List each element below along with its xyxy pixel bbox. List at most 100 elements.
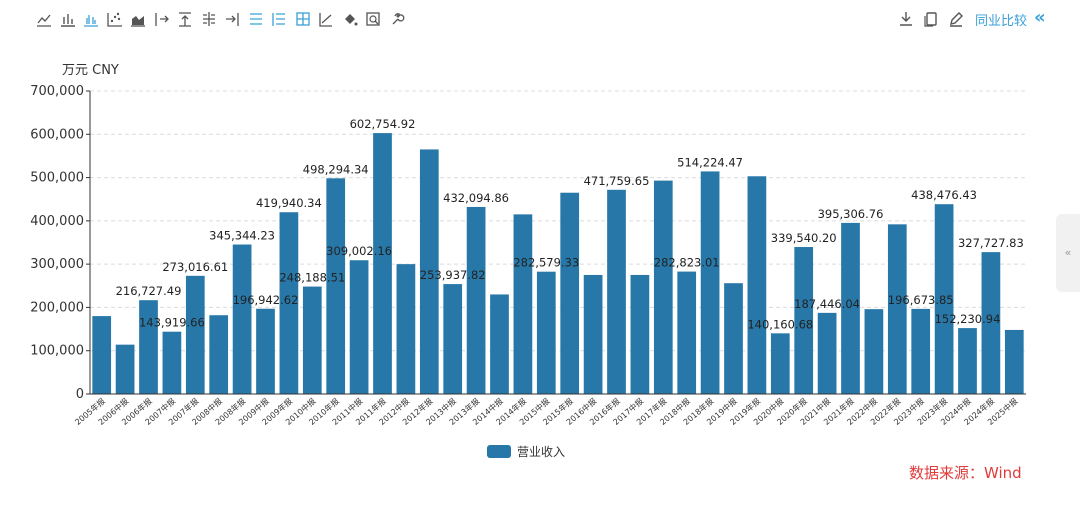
bar[interactable] — [817, 312, 837, 394]
bar[interactable] — [958, 328, 977, 394]
bar[interactable] — [911, 308, 931, 394]
bar-data-label: 196,673.85 — [888, 293, 954, 307]
side-expand-tab[interactable]: « — [1056, 214, 1080, 292]
bar[interactable] — [232, 244, 252, 394]
bar[interactable] — [373, 133, 392, 394]
grouped-bar-chart-icon[interactable] — [81, 9, 101, 29]
copy-icon[interactable] — [921, 9, 941, 29]
bar-data-label: 248,188.51 — [279, 271, 345, 285]
align-top-icon[interactable] — [175, 9, 195, 29]
scatter-chart-icon[interactable] — [105, 9, 125, 29]
indent-list-icon[interactable] — [269, 9, 289, 29]
bar[interactable] — [419, 149, 439, 394]
align-right-icon[interactable] — [222, 9, 242, 29]
bar[interactable] — [770, 333, 790, 394]
bar-chart-icon[interactable] — [58, 9, 78, 29]
bar[interactable] — [583, 274, 603, 394]
bar[interactable] — [513, 214, 533, 394]
bar[interactable] — [864, 309, 884, 394]
bar[interactable] — [536, 271, 556, 394]
y-tick-label: 500,000 — [30, 171, 84, 186]
edit-icon[interactable] — [946, 9, 966, 29]
area-chart-icon[interactable] — [128, 9, 148, 29]
bar[interactable] — [326, 178, 346, 394]
y-tick-label: 400,000 — [30, 214, 84, 229]
bar[interactable] — [115, 344, 135, 394]
bar[interactable] — [92, 316, 112, 394]
data-source-note: 数据来源：Wind — [909, 464, 1022, 482]
bar[interactable] — [466, 206, 486, 394]
bar[interactable] — [653, 180, 673, 394]
legend-swatch — [487, 445, 511, 458]
bar[interactable] — [256, 308, 275, 394]
y-tick-label: 0 — [76, 387, 84, 402]
bar[interactable] — [887, 224, 907, 394]
bar-data-label: 253,937.82 — [420, 268, 486, 282]
bar-data-label: 152,230.94 — [935, 312, 1001, 326]
bar[interactable] — [209, 315, 229, 394]
bar[interactable] — [794, 247, 814, 394]
grid-table-icon[interactable] — [293, 9, 313, 29]
bar[interactable] — [841, 222, 860, 394]
bar[interactable] — [396, 264, 416, 394]
bar[interactable] — [747, 176, 767, 394]
bar-data-label: 498,294.34 — [303, 162, 369, 176]
bar-data-label: 143,919.66 — [139, 316, 205, 330]
y-unit-label: 万元 CNY — [62, 63, 119, 78]
trend-line-icon[interactable] — [316, 9, 336, 29]
line-chart-icon[interactable] — [34, 9, 54, 29]
bar[interactable] — [607, 189, 626, 394]
side-tab-glyph: « — [1064, 246, 1072, 259]
bar-data-label: 140,160.68 — [747, 317, 813, 331]
bar[interactable] — [490, 294, 509, 394]
zoom-icon[interactable] — [363, 9, 383, 29]
bar[interactable] — [349, 260, 369, 394]
bar[interactable] — [677, 271, 697, 394]
bar-data-label: 339,540.20 — [771, 231, 837, 245]
bar-data-label: 196,942.62 — [233, 293, 299, 307]
bar[interactable] — [139, 300, 158, 394]
legend-label: 营业收入 — [517, 445, 566, 459]
bar-data-label: 395,306.76 — [818, 207, 884, 221]
bar-data-label: 273,016.61 — [162, 260, 228, 274]
paint-bucket-icon[interactable] — [340, 9, 360, 29]
legend-item-revenue[interactable]: 营业收入 — [487, 443, 565, 460]
bar-data-label: 432,094.86 — [443, 191, 509, 205]
list-icon[interactable] — [246, 9, 266, 29]
download-icon[interactable] — [896, 9, 916, 29]
bar-data-label: 419,940.34 — [256, 196, 322, 210]
bar[interactable] — [934, 204, 954, 394]
bar[interactable] — [185, 275, 205, 394]
bar-data-label: 471,759.65 — [584, 174, 650, 188]
bar-data-label: 345,344.23 — [209, 229, 275, 243]
axis-split-icon[interactable] — [199, 9, 219, 29]
bar[interactable] — [560, 192, 580, 394]
y-tick-label: 200,000 — [30, 300, 84, 315]
bar[interactable] — [302, 286, 322, 394]
bar-data-label: 216,727.49 — [116, 284, 182, 298]
peer-compare-button[interactable]: 同业比较 — [975, 14, 1028, 29]
bar[interactable] — [981, 252, 1001, 394]
revenue-bar-chart: 万元 CNY 0 100,000 200,000 300,000 400,000 500,0… — [30, 63, 1026, 427]
bar-data-label: 438,476.43 — [911, 188, 977, 202]
bar[interactable] — [443, 284, 463, 394]
bar-data-label: 514,224.47 — [677, 155, 743, 169]
settings-wrench-icon[interactable] — [387, 9, 407, 29]
collapse-panel-icon[interactable]: « — [1034, 7, 1046, 28]
y-tick-label: 700,000 — [30, 84, 84, 99]
y-tick-label: 100,000 — [30, 344, 84, 359]
y-tick-label: 300,000 — [30, 257, 84, 272]
bar[interactable] — [162, 331, 182, 394]
bar[interactable] — [279, 212, 299, 394]
bar[interactable] — [630, 274, 650, 394]
bar[interactable] — [700, 171, 720, 394]
bar-data-label: 327,727.83 — [958, 236, 1024, 250]
bar-data-label: 282,579.33 — [513, 256, 579, 270]
chart-toolbar: 同业比较 « — [0, 0, 1080, 36]
bar[interactable] — [724, 283, 743, 394]
bar-data-label: 602,754.92 — [350, 117, 416, 131]
y-tick-label: 600,000 — [30, 127, 84, 142]
move-right-icon[interactable] — [152, 9, 172, 29]
bar-data-label: 187,446.04 — [794, 297, 860, 311]
bar[interactable] — [1004, 329, 1024, 394]
